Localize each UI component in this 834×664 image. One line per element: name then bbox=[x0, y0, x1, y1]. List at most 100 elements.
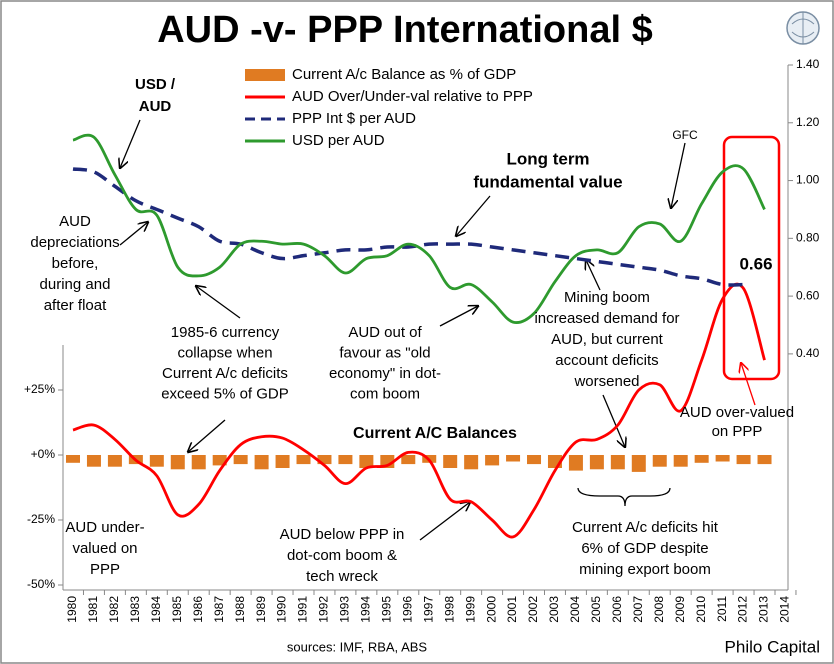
x-tick-label: 1985 bbox=[170, 596, 184, 623]
bar bbox=[736, 455, 751, 465]
x-tick-label: 2007 bbox=[631, 596, 645, 623]
legend-label: USD per AUD bbox=[292, 132, 385, 149]
y-tick-label: -50% bbox=[27, 577, 55, 591]
bar bbox=[527, 455, 542, 465]
annotation: account deficits bbox=[555, 352, 658, 369]
annotation: before, bbox=[52, 255, 99, 272]
legend-label: Current A/c Balance as % of GDP bbox=[292, 66, 516, 83]
x-tick-label: 2012 bbox=[736, 596, 750, 623]
annotation: increased demand for bbox=[534, 310, 679, 327]
legend-label: PPP Int $ per AUD bbox=[292, 110, 416, 127]
annotation: AUD over-valued bbox=[680, 404, 794, 421]
bar bbox=[107, 455, 122, 467]
y2-tick-label: 1.00 bbox=[796, 173, 820, 187]
y-tick-label: -25% bbox=[27, 512, 55, 526]
annotation: fundamental value bbox=[473, 172, 622, 191]
bar bbox=[631, 455, 646, 472]
legend-swatch bbox=[245, 69, 285, 81]
x-tick-label: 2004 bbox=[568, 596, 582, 623]
x-tick-label: 1994 bbox=[359, 596, 373, 623]
bar bbox=[296, 455, 311, 465]
y2-tick-label: 1.20 bbox=[796, 115, 820, 129]
annotation: dot-com boom & bbox=[287, 547, 397, 564]
annotation: 0.66 bbox=[739, 254, 772, 273]
annotation: economy" in dot- bbox=[329, 365, 441, 382]
x-tick-label: 1983 bbox=[128, 596, 142, 623]
x-tick-label: 2009 bbox=[673, 596, 687, 623]
bar bbox=[464, 455, 479, 470]
x-tick-label: 1999 bbox=[463, 596, 477, 623]
x-tick-label: 2002 bbox=[526, 596, 540, 623]
annotation: PPP bbox=[90, 561, 120, 578]
annotation: Mining boom bbox=[564, 289, 650, 306]
bar bbox=[443, 455, 458, 468]
annotation: mining export boom bbox=[579, 561, 711, 578]
bar bbox=[401, 455, 416, 465]
source: sources: IMF, RBA, ABS bbox=[287, 639, 427, 654]
bar bbox=[233, 455, 248, 465]
credit: Philo Capital bbox=[725, 637, 820, 656]
annotation: AUD below PPP in bbox=[280, 526, 405, 543]
bar bbox=[506, 455, 521, 462]
annotation: Current A/C Balances bbox=[353, 425, 517, 442]
bar bbox=[66, 455, 80, 463]
x-tick-label: 1995 bbox=[380, 596, 394, 623]
annotation: 6% of GDP despite bbox=[581, 540, 708, 557]
annotation: AUD under- bbox=[65, 519, 144, 536]
x-tick-label: 2006 bbox=[610, 596, 624, 623]
x-tick-label: 1982 bbox=[107, 596, 121, 623]
bar bbox=[359, 455, 374, 468]
annotation: AUD bbox=[139, 98, 172, 115]
annotation: GFC bbox=[672, 128, 698, 142]
bar bbox=[568, 455, 583, 471]
line bbox=[72, 133, 766, 324]
x-tick-label: 2010 bbox=[694, 596, 708, 623]
y2-tick-label: 0.80 bbox=[796, 231, 820, 245]
logo bbox=[786, 11, 820, 45]
x-tick-label: 2001 bbox=[505, 596, 519, 623]
highlight-box bbox=[722, 135, 781, 381]
annotation: Current A/c deficits hit bbox=[572, 519, 719, 536]
annotation: on PPP bbox=[712, 423, 763, 440]
x-tick-label: 2005 bbox=[589, 596, 603, 623]
annotation: 1985-6 currency bbox=[171, 324, 280, 341]
x-tick-label: 1986 bbox=[191, 596, 205, 623]
x-tick-label: 1980 bbox=[65, 596, 79, 623]
x-tick-label: 1989 bbox=[254, 596, 268, 623]
x-tick-label: 1990 bbox=[275, 596, 289, 623]
x-tick-label: 1992 bbox=[317, 596, 331, 623]
bar bbox=[589, 455, 604, 470]
y2-tick-label: 1.40 bbox=[796, 57, 820, 71]
bar bbox=[715, 455, 730, 462]
bar bbox=[610, 455, 625, 470]
annotation: valued on bbox=[72, 540, 137, 557]
bar bbox=[673, 455, 688, 467]
x-tick-label: 2003 bbox=[547, 596, 561, 623]
annotation: depreciations bbox=[30, 234, 119, 251]
annotation: after float bbox=[44, 297, 107, 314]
x-tick-label: 1997 bbox=[421, 596, 435, 623]
x-tick-label: 1988 bbox=[233, 596, 247, 623]
bar bbox=[191, 455, 206, 470]
bar bbox=[254, 455, 269, 470]
annotation: Current A/c deficits bbox=[162, 365, 288, 382]
bar bbox=[485, 455, 500, 466]
y-tick-label: +25% bbox=[24, 382, 55, 396]
annotation: exceed 5% of GDP bbox=[161, 385, 289, 402]
bar bbox=[652, 455, 667, 467]
bar bbox=[149, 455, 164, 467]
x-tick-label: 1987 bbox=[212, 596, 226, 623]
annotation: favour as "old bbox=[339, 344, 430, 361]
bar bbox=[338, 455, 353, 465]
x-tick-label: 2014 bbox=[778, 596, 792, 623]
bar bbox=[694, 455, 709, 463]
x-tick-label: 1996 bbox=[400, 596, 414, 623]
annotation: AUD bbox=[59, 213, 91, 230]
y2-tick-label: 0.60 bbox=[796, 288, 820, 302]
annotation: worsened bbox=[573, 373, 639, 390]
x-tick-label: 2000 bbox=[484, 596, 498, 623]
bar bbox=[757, 455, 772, 465]
line bbox=[72, 282, 766, 539]
annotation: tech wreck bbox=[306, 568, 378, 585]
